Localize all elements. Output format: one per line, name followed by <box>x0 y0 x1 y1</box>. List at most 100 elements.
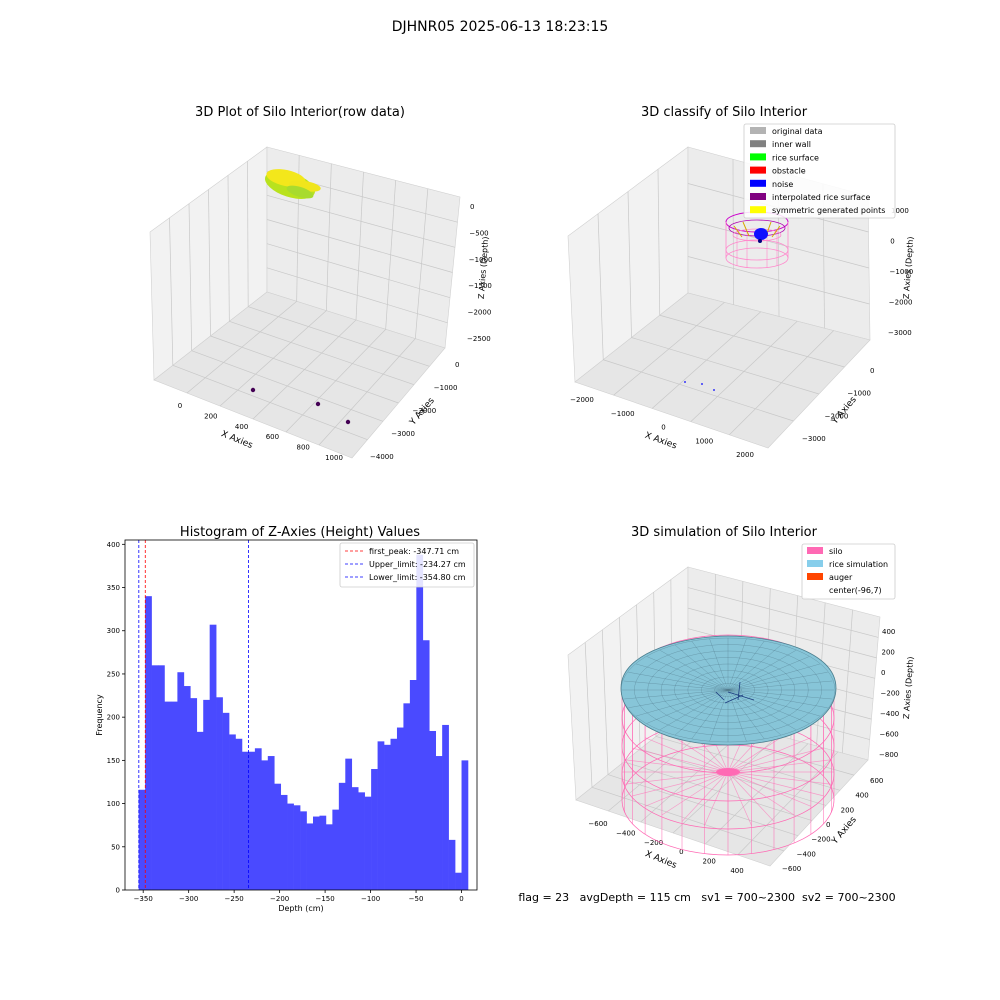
histogram-bar <box>190 698 198 890</box>
panel-classify: 3D classify of Silo Interior −2000 −1000 0… <box>567 105 915 459</box>
y-tick-label: 0 <box>116 887 120 895</box>
panel1-z-tick: −2000 <box>468 309 492 317</box>
legend-label: rice simulation <box>829 560 888 569</box>
legend-label: interpolated rice surface <box>772 193 870 202</box>
panel4-z-tick: −200 <box>881 690 900 698</box>
panel4-y-tick: −200 <box>811 836 830 844</box>
panel2-title: 3D classify of Silo Interior <box>641 105 808 120</box>
histogram-bar <box>409 680 417 890</box>
legend-label: symmetric generated points <box>772 206 885 215</box>
histogram-bar <box>280 794 288 890</box>
histogram-bar <box>325 824 333 890</box>
x-tick-label: −350 <box>134 895 153 903</box>
panel4-y-tick: −600 <box>782 865 801 873</box>
x-tick-label: −150 <box>315 895 334 903</box>
histogram-bar <box>293 805 301 890</box>
histogram-bar <box>203 699 210 890</box>
legend-label: inner wall <box>772 140 811 149</box>
panel2-z-tick: −1000 <box>890 268 914 276</box>
panel2-z-tick: 1000 <box>891 207 909 215</box>
x-tick-label: −250 <box>225 895 244 903</box>
histogram-bar <box>332 809 340 890</box>
panel1-z-tick: −1000 <box>469 256 493 264</box>
panel1-x-tick: 400 <box>235 423 248 431</box>
histogram-bar <box>216 697 223 890</box>
legend-swatch <box>807 573 823 580</box>
panel4-x-tick: −200 <box>644 839 663 847</box>
legend-swatch <box>750 193 766 200</box>
status-footer: flag = 23 avgDepth = 115 cm sv1 = 700~23… <box>518 891 895 904</box>
panel2-x-tick: 2000 <box>736 451 754 459</box>
legend-label: Upper_limit: -234.27 cm <box>369 560 466 569</box>
panel-simulation: 3D simulation of Silo Interior −600 −400 −… <box>567 525 915 875</box>
panel4-z-tick: 400 <box>882 628 895 636</box>
histogram-bar <box>442 724 449 890</box>
panel2-y-tick: −3000 <box>802 435 826 443</box>
y-tick-label: 150 <box>107 757 120 765</box>
panel4-y-tick: 0 <box>826 821 830 829</box>
y-tick-label: 250 <box>107 670 120 678</box>
panel2-noise-point <box>713 389 715 391</box>
panel1-outlier-point <box>315 401 321 407</box>
panel1-outlier-point <box>250 387 256 393</box>
panel4-y-tick: 600 <box>870 777 883 785</box>
rice-simulation-surface <box>620 635 837 746</box>
histogram-bar <box>248 751 256 890</box>
histogram-legend: first_peak: -347.71 cm Upper_limit: -234.… <box>339 542 475 588</box>
histogram-bar <box>338 782 346 890</box>
panel1-x-tick: 600 <box>266 433 279 441</box>
histogram-bars <box>138 554 469 890</box>
panel2-ylabel: Y Axies <box>830 395 859 427</box>
histogram-bar <box>396 727 404 890</box>
panel1-z-tick: −1500 <box>468 282 492 290</box>
legend-swatch <box>750 179 766 187</box>
histogram-bar <box>235 738 243 890</box>
panel2-x-tick: −1000 <box>611 410 635 418</box>
histogram-bar <box>183 686 191 890</box>
x-tick-label: −200 <box>270 895 289 903</box>
legend-label: Lower_limit: -354.80 cm <box>369 573 466 582</box>
histogram-bar <box>177 672 185 890</box>
histogram-bar <box>145 596 152 890</box>
histogram-bar <box>429 730 437 890</box>
x-tick-label: 0 <box>459 895 463 903</box>
panel4-x-tick: 0 <box>679 848 683 856</box>
panel2-floor-pane <box>574 292 871 449</box>
histogram-bar <box>384 744 391 890</box>
panel2-noise-point <box>701 383 703 385</box>
panel2-x-tick: 0 <box>661 424 665 432</box>
panel-histogram: Histogram of Z-Axies (Height) Values −35… <box>95 525 478 913</box>
histogram-bar <box>461 760 469 890</box>
panel2-y-tick: 0 <box>870 367 874 375</box>
histogram-bar <box>151 665 159 890</box>
histogram-bar <box>222 712 230 890</box>
histogram-bar <box>435 756 443 890</box>
panel1-xlabel: X Axies <box>219 429 254 451</box>
panel1-y-tick: −3000 <box>391 430 415 438</box>
panel4-title: 3D simulation of Silo Interior <box>631 525 818 540</box>
panel2-zlabel: Z Axies (Depth) <box>902 236 915 299</box>
panel1-tick-labels: 0 200 400 600 800 1000 0 −1000 −2000 −3000 −4000 0 −… <box>178 203 493 462</box>
panel2-y-tick: −2000 <box>825 412 849 420</box>
panel1-point-cloud <box>264 169 321 199</box>
histogram-bar <box>138 789 146 890</box>
legend-label: rice surface <box>772 153 819 162</box>
legend-swatch <box>750 140 766 148</box>
y-tick-label: 200 <box>107 714 120 722</box>
histogram-ticks: −350 −300 −250 −200 −150 −100 −50 0 0 50 100 150 200… <box>107 541 464 903</box>
panel4-z-tick: −600 <box>880 731 899 739</box>
panel2-x-tick: 1000 <box>695 437 713 445</box>
panel1-y-tick: −2000 <box>413 407 437 415</box>
panel-raw-data: 3D Plot of Silo Interior(row data) 0 200 4… <box>149 105 493 462</box>
panel2-z-tick: 0 <box>890 238 894 246</box>
panel4-x-tick: 400 <box>730 867 743 875</box>
legend-label: first_peak: -347.71 cm <box>369 547 459 556</box>
histogram-bar <box>403 703 411 890</box>
histogram-bar <box>448 839 456 890</box>
histogram-bar <box>164 701 172 890</box>
legend-label: obstacle <box>772 167 806 176</box>
histogram-bar <box>371 769 378 890</box>
panel1-z-tick: 0 <box>470 203 474 211</box>
histogram-bar <box>319 815 327 890</box>
histogram-bar <box>364 796 372 890</box>
